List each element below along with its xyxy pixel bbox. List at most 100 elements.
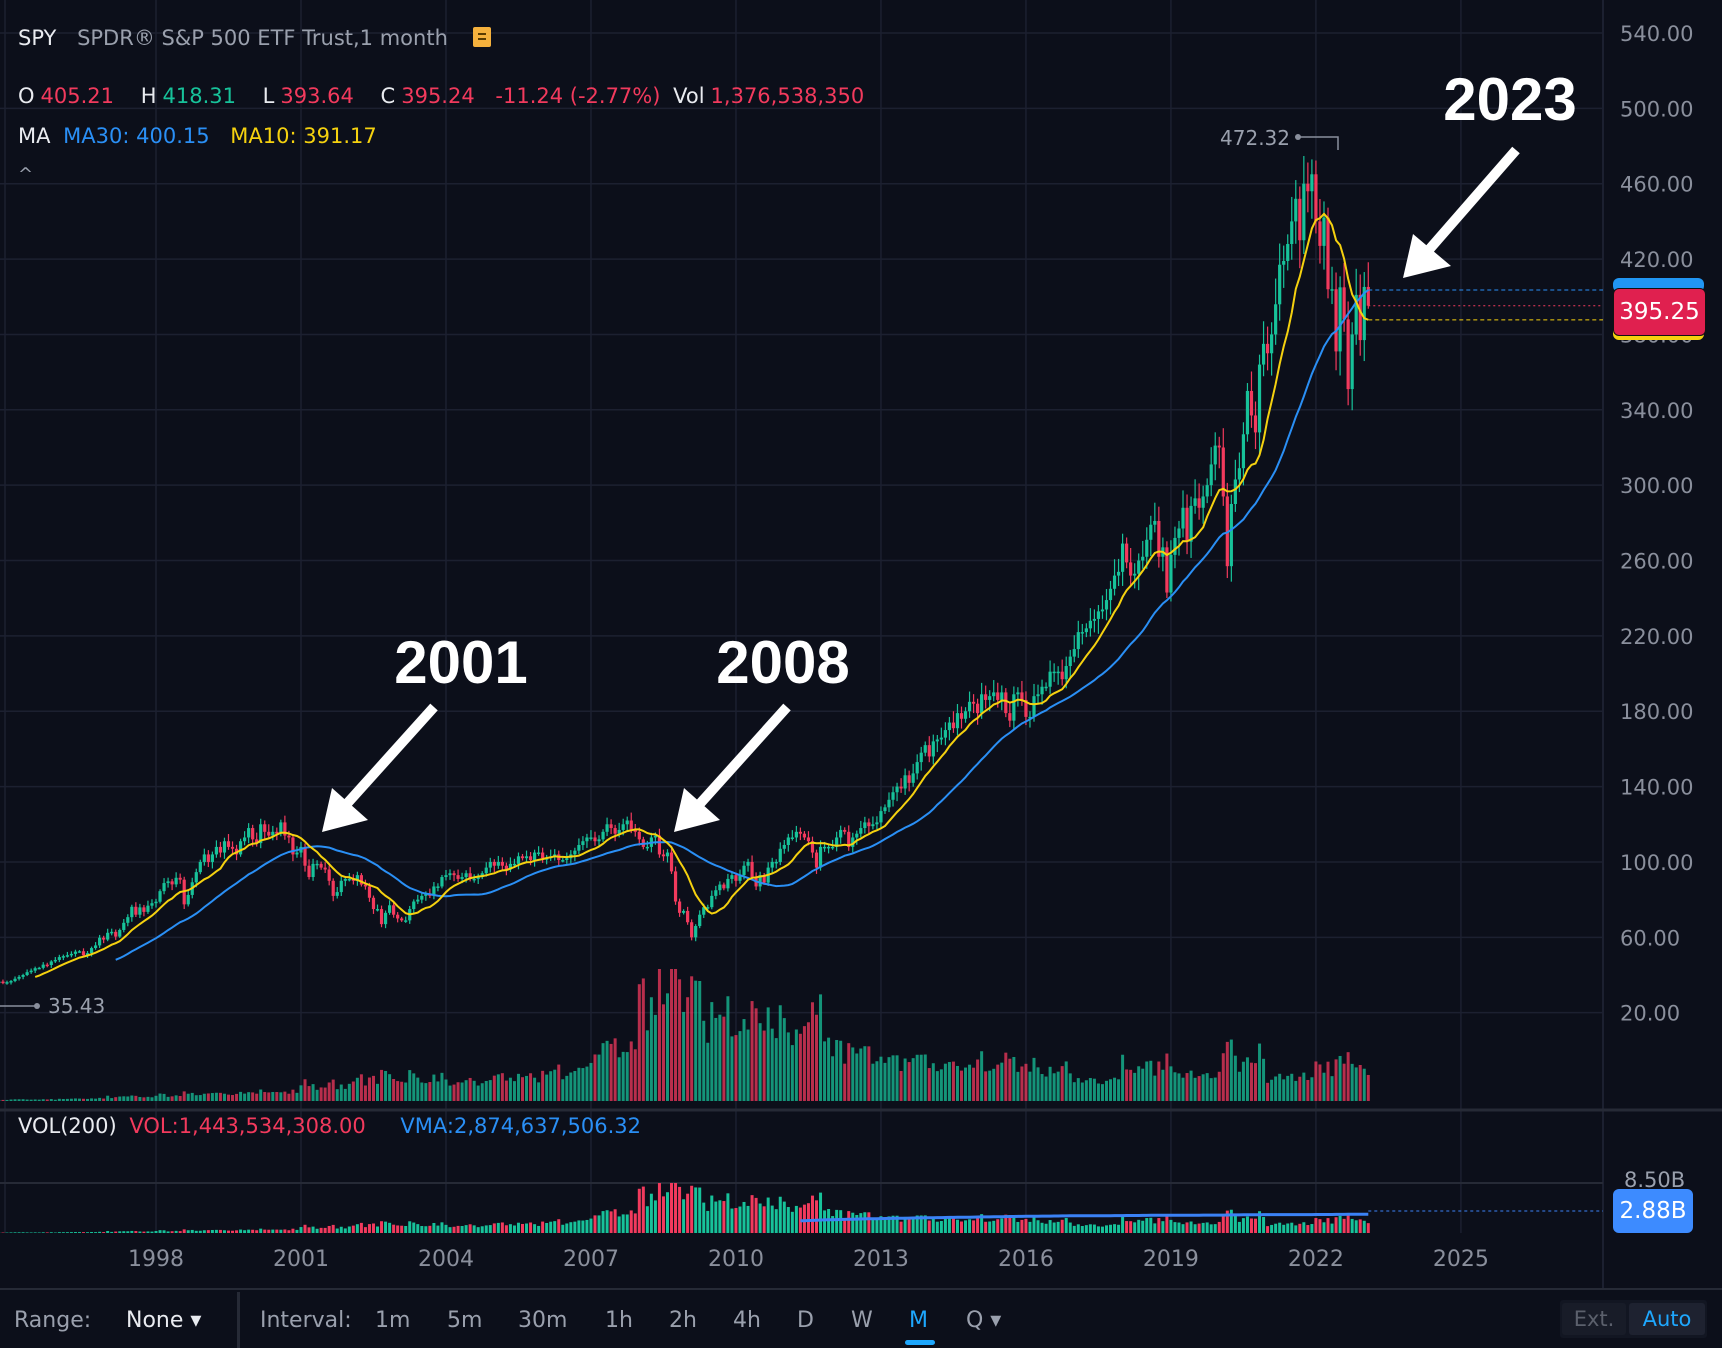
interval-q-dropdown[interactable]: Q ▾ (966, 1308, 1001, 1333)
volume-bar (316, 1090, 319, 1101)
candle-body (215, 847, 218, 855)
volume-bar (1226, 1042, 1229, 1101)
volume-bar (1322, 1073, 1325, 1101)
interval-w[interactable]: W (851, 1308, 873, 1333)
interval-m-active[interactable]: M (909, 1308, 928, 1333)
range-dropdown[interactable]: None ▾ (126, 1308, 201, 1333)
price-chart[interactable]: 540.00500.00460.00420.00380.00340.00300.… (0, 0, 1722, 1288)
volume-bar (883, 1063, 886, 1101)
volume-bar (1262, 1059, 1265, 1101)
candle-body (1181, 508, 1184, 529)
candle-body (465, 873, 468, 877)
volume-pane-bar (1069, 1223, 1072, 1233)
candle-body (686, 911, 689, 922)
candle-body (1193, 498, 1196, 506)
volume-pane-bar (1041, 1223, 1044, 1233)
open-value: 405.21 (41, 84, 114, 108)
volume-pane-bar (1101, 1227, 1104, 1233)
volume-bar (1310, 1077, 1313, 1101)
volume-indicator-value: VOL:1,443,534,308.00 (129, 1114, 365, 1138)
annotation-2023: 2023 (1443, 66, 1576, 133)
candle-body (630, 821, 633, 830)
candle-body (529, 856, 532, 860)
volume-bar (1302, 1073, 1305, 1101)
auto-button[interactable]: Auto (1629, 1303, 1705, 1335)
volume-bar (831, 1056, 834, 1101)
notes-icon[interactable] (473, 27, 491, 47)
volume-pane-bar (1250, 1218, 1253, 1233)
symbol[interactable]: SPY (18, 26, 56, 50)
interval-1h[interactable]: 1h (605, 1308, 633, 1333)
volume-pane-bar (1343, 1219, 1346, 1233)
candle-body (593, 837, 596, 841)
volume-pane-bar (618, 1216, 621, 1233)
volume-pane-bar (340, 1227, 343, 1233)
scale-mode-toggle: Ext. Auto (1560, 1300, 1707, 1338)
candle-body (726, 879, 729, 888)
volume-bar (171, 1096, 174, 1101)
volume-pane-bar (968, 1219, 971, 1233)
high-price-label: 472.32 (1220, 126, 1290, 150)
interval-d[interactable]: D (797, 1308, 814, 1333)
volume-bar (948, 1062, 951, 1101)
volume-pane-bar (714, 1202, 717, 1233)
volume-pane-bar (1306, 1225, 1309, 1233)
candle-body (247, 828, 250, 837)
volume-pane-bar (1028, 1222, 1031, 1233)
volume-bar (364, 1085, 367, 1101)
interval-4h[interactable]: 4h (733, 1308, 761, 1333)
interval-30m[interactable]: 30m (518, 1308, 567, 1333)
candle-body (787, 837, 790, 845)
volume-pane-bar (146, 1231, 149, 1233)
candle-body (372, 898, 375, 909)
volume-bar (416, 1078, 419, 1101)
volume-bar (1318, 1064, 1321, 1101)
volume-bar (1129, 1070, 1132, 1101)
volume-bar (1016, 1072, 1019, 1101)
volume-bar (1061, 1066, 1064, 1101)
volume-bar (593, 1054, 596, 1101)
candle-body (960, 713, 963, 719)
candle-body (601, 832, 604, 840)
volume-bar (195, 1095, 198, 1101)
volume-bar (602, 1043, 605, 1101)
volume-bar (372, 1076, 375, 1101)
volume-pane-bar (1137, 1220, 1140, 1233)
interval-2h[interactable]: 2h (669, 1308, 697, 1333)
interval-5m[interactable]: 5m (447, 1308, 482, 1333)
volume-bar (1073, 1082, 1076, 1101)
candle-body (452, 873, 455, 875)
volume-pane-bar (1238, 1222, 1241, 1233)
ma-legend[interactable]: MA MA30: 400.15 MA10: 391.17 (18, 124, 383, 148)
volume-pane-bar (972, 1220, 975, 1233)
volume-bar (577, 1068, 580, 1101)
volume-bar (1234, 1056, 1237, 1101)
volume-pane-bar (948, 1218, 951, 1233)
volume-pane-bar (1298, 1224, 1301, 1233)
volume-bar (1089, 1078, 1092, 1101)
interval-1m[interactable]: 1m (375, 1308, 410, 1333)
candle-body (819, 847, 822, 868)
volume-bar (1028, 1072, 1031, 1101)
candle-body (1306, 184, 1309, 192)
volume-pane-bar (142, 1232, 145, 1233)
collapse-legend-button[interactable]: ^ (18, 164, 33, 185)
price-tick-label: 100.00 (1620, 851, 1693, 875)
volume-bar (618, 1057, 621, 1101)
candle-body (646, 847, 649, 849)
range-label: Range: (14, 1308, 91, 1333)
volume-pane-bar (102, 1232, 105, 1233)
ext-button[interactable]: Ext. (1562, 1303, 1626, 1335)
volume-bar (1351, 1064, 1354, 1101)
volume-pane-bar (114, 1232, 117, 1233)
candle-body (1262, 344, 1265, 365)
volume-pane-bar (682, 1199, 685, 1233)
price-tick-label: 220.00 (1620, 625, 1693, 649)
candle-body (908, 775, 911, 783)
candle-body (376, 909, 379, 911)
volume-pane-bar (46, 1232, 49, 1233)
volume-bar (509, 1078, 512, 1101)
candle-body (267, 832, 270, 836)
volume-pane-bar (444, 1225, 447, 1233)
volume-bar (815, 1015, 818, 1101)
